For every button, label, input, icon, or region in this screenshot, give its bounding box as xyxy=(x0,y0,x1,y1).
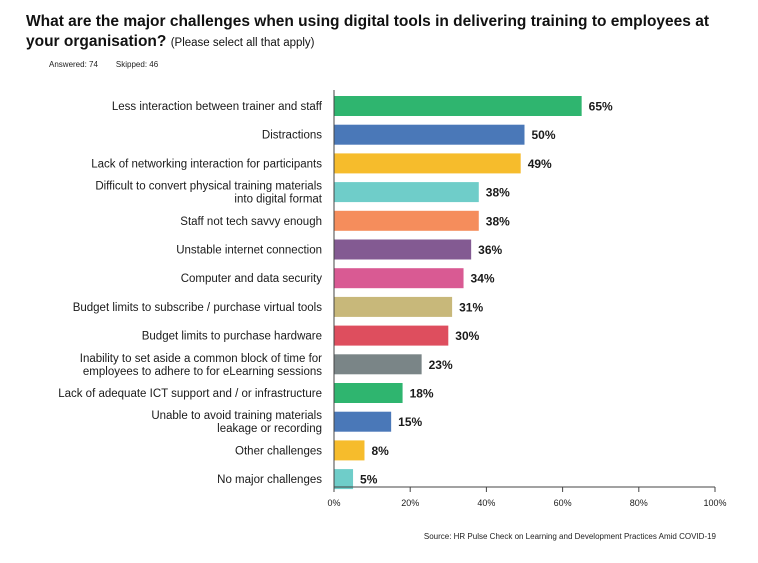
bar xyxy=(334,124,525,145)
bar xyxy=(334,383,403,403)
bar xyxy=(334,296,453,317)
category-label: Unstable internet connection xyxy=(176,245,322,257)
bar xyxy=(334,239,472,260)
category-label: Lack of adequate ICT support and / or in… xyxy=(58,388,322,400)
category-label: Computer and data security xyxy=(181,273,323,285)
value-label: 36% xyxy=(478,243,502,257)
category-label: Difficult to convert physical training m… xyxy=(95,181,322,193)
category-label: Distractions xyxy=(262,130,322,142)
value-label: 5% xyxy=(360,473,378,487)
category-label: employees to adhere to for eLearning ses… xyxy=(83,366,322,378)
value-label: 50% xyxy=(532,128,556,142)
skipped-count: Skipped: 46 xyxy=(115,60,159,69)
answered-count: Answered: 74 xyxy=(49,60,98,69)
bar xyxy=(334,182,479,203)
chart-title: What are the major challenges when using… xyxy=(26,12,741,53)
bar xyxy=(334,354,422,375)
bar xyxy=(334,440,365,461)
x-tick-label: 20% xyxy=(401,498,419,508)
bar xyxy=(334,96,582,116)
bar xyxy=(334,153,521,174)
x-tick-label: 60% xyxy=(554,498,572,508)
bar xyxy=(334,210,479,231)
category-label: Lack of networking interaction for parti… xyxy=(91,158,322,170)
category-label: Unable to avoid training materials xyxy=(151,410,322,422)
response-counts: Answered: 74 Skipped: 46 xyxy=(49,60,176,69)
x-tick-label: 100% xyxy=(703,498,726,508)
source-note: Source: HR Pulse Check on Learning and D… xyxy=(423,532,716,541)
value-label: 8% xyxy=(371,444,389,458)
value-label: 38% xyxy=(486,186,510,200)
bar xyxy=(334,469,354,490)
category-label: into digital format xyxy=(234,194,322,206)
category-label: Budget limits to purchase hardware xyxy=(142,331,322,343)
value-label: 34% xyxy=(471,272,495,286)
bar xyxy=(334,268,464,289)
bar xyxy=(334,411,392,432)
value-label: 38% xyxy=(486,214,510,228)
x-tick-label: 80% xyxy=(630,498,648,508)
value-label: 15% xyxy=(398,415,422,429)
title-text: What are the major challenges when using… xyxy=(26,13,709,50)
category-label: Budget limits to subscribe / purchase vi… xyxy=(73,302,323,314)
category-label: leakage or recording xyxy=(217,423,322,435)
x-tick-label: 0% xyxy=(327,498,340,508)
value-label: 23% xyxy=(429,358,453,372)
value-label: 30% xyxy=(455,329,479,343)
bar xyxy=(334,325,449,346)
category-label: Inability to set aside a common block of… xyxy=(80,353,322,365)
x-tick-label: 40% xyxy=(477,498,495,508)
category-label: No major challenges xyxy=(217,474,322,486)
value-label: 18% xyxy=(410,387,434,401)
category-label: Other challenges xyxy=(235,445,322,457)
category-label: Less interaction between trainer and sta… xyxy=(112,101,323,113)
value-label: 49% xyxy=(528,157,552,171)
value-label: 31% xyxy=(459,300,483,314)
title-note: (Please select all that apply) xyxy=(170,37,315,49)
value-label: 65% xyxy=(589,100,613,114)
category-label: Staff not tech savvy enough xyxy=(180,216,322,228)
